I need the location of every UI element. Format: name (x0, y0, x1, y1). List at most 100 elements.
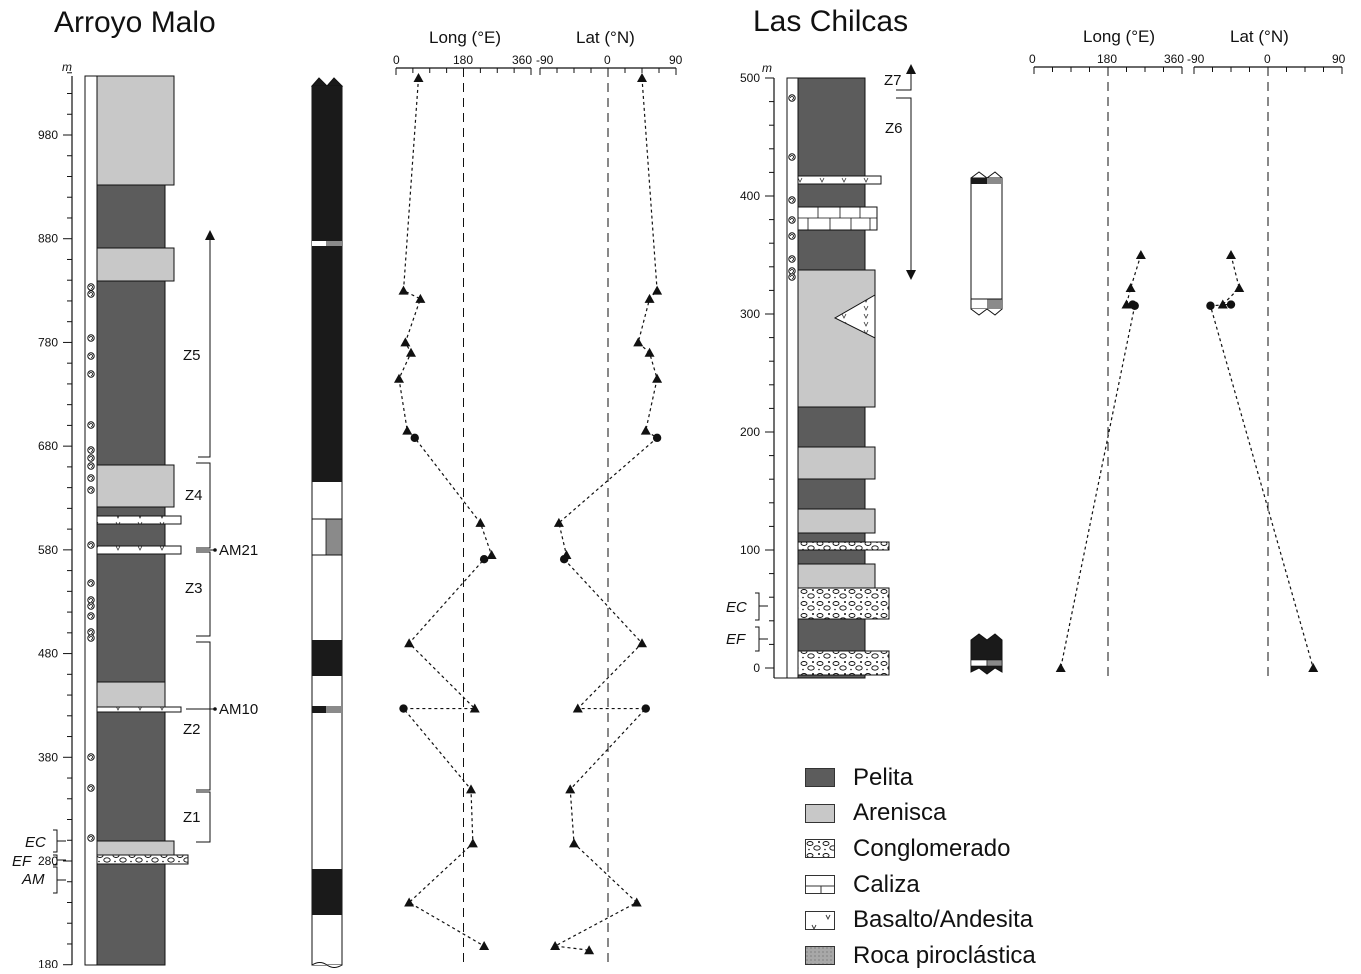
depth-tick-label: 400 (740, 189, 760, 203)
vgp-triangle-point (398, 285, 409, 295)
zone-z6-label: Z6 (885, 120, 903, 137)
fossil-icon (87, 352, 95, 360)
fossil-icon (788, 267, 796, 275)
basalto-bed (96, 515, 182, 525)
legend-label: Caliza (853, 870, 920, 898)
arenisca-bed (96, 75, 175, 186)
fossil-icon (788, 153, 796, 161)
pelita-bed (797, 532, 866, 543)
fossil-icon (788, 255, 796, 263)
vgp-circle-point (559, 554, 569, 564)
arenisca-swatch (805, 803, 835, 823)
depth-tick-label: 280 (38, 854, 58, 868)
legend-item-arenisca: Arenisca (805, 796, 1105, 832)
vgp-triangle-point (486, 550, 497, 560)
pelita-bed (96, 280, 166, 466)
lat-axis-title: Lat (°N) (1230, 27, 1289, 46)
fossil-icon (87, 628, 95, 636)
basalto-swatch (805, 910, 835, 930)
arroyo-malo-lat-plot: Lat (°N) -90 0 90 (536, 28, 683, 965)
vgp-triangle-point (402, 425, 413, 435)
formation-ec-label: EC (25, 834, 46, 851)
fossil-icon (788, 232, 796, 240)
fossil-icon (788, 216, 796, 224)
las-chilcas-lithology-column (774, 77, 890, 679)
arenisca-bed (96, 247, 175, 282)
caliza-swatch (805, 875, 835, 895)
fossil-icon (87, 602, 95, 610)
las-chilcas-polarity-column (970, 171, 1003, 675)
conglomerado-bed (797, 541, 890, 551)
fossil-icon (87, 784, 95, 792)
las-chilcas-long-plot: Long (°E) 0 180 360 (1029, 27, 1184, 680)
pelita-bed (797, 618, 866, 652)
legend-label: Arenisca (853, 799, 947, 827)
vgp-triangle-point (644, 293, 655, 303)
lithology-legend: Pelita Arenisca Conglomerado Caliza Basa… (805, 760, 1105, 974)
vgp-triangle-point (652, 373, 663, 383)
pelita-bed (96, 553, 166, 683)
depth-tick-label: 0 (753, 661, 760, 675)
fossil-icon (87, 283, 95, 291)
basalto-bed (96, 545, 182, 555)
lat-tick-90: 90 (1332, 52, 1346, 66)
conglomerado-bed (96, 854, 189, 865)
las-chilcas-lat-plot: Lat (°N) -90 0 90 (1187, 27, 1346, 680)
formation-am-label: AM (21, 871, 45, 888)
vgp-triangle-point (631, 897, 642, 907)
vgp-triangle-point (404, 897, 415, 907)
legend-label: Pelita (853, 763, 914, 791)
depth-unit-label: m (762, 61, 772, 75)
fossil-icon (788, 196, 796, 204)
arenisca-bed (96, 681, 166, 708)
vgp-triangle-point (652, 285, 663, 295)
vgp-triangle-point (637, 72, 647, 82)
zone-z1-label: Z1 (183, 809, 201, 826)
fossil-icon (87, 474, 95, 482)
pelita-bed (96, 184, 166, 249)
arenisca-bed (797, 269, 876, 408)
sample-am21-label: AM21 (219, 542, 258, 559)
arenisca-bed (96, 840, 175, 856)
pelita-bed (797, 77, 866, 177)
arroyo-malo-formations: EC EF AM (12, 829, 66, 894)
arroyo-malo-long-plot: Long (°E) 0 180 360 (393, 28, 532, 965)
vgp-triangle-point (633, 337, 644, 347)
depth-tick-label: 180 (38, 958, 58, 968)
fossil-icon (87, 579, 95, 587)
vgp-circle-point (1130, 301, 1139, 310)
fossil-icon (87, 634, 95, 642)
las-chilcas-title: Las Chilcas (753, 5, 909, 38)
formation-ef-label: EF (12, 853, 32, 870)
vgp-triangle-point (1308, 663, 1319, 672)
zone-z3-label: Z3 (185, 580, 203, 597)
legend-label: Roca piroclástica (853, 941, 1036, 969)
las-chilcas-formations: EC EF (726, 592, 768, 652)
arroyo-malo-polarity-column (310, 77, 344, 968)
fossil-icon (788, 94, 796, 102)
long-tick-0: 0 (393, 53, 400, 67)
vgp-triangle-point (1217, 299, 1228, 309)
legend-item-basalto: Basalto/Andesita (805, 902, 1105, 938)
vgp-circle-point (479, 554, 489, 564)
conglomerado-bed (797, 587, 890, 620)
depth-tick-label: 380 (38, 750, 58, 764)
fossil-icon (87, 462, 95, 470)
arroyo-malo-zones: Z5 Z4 Z3 Z2 Z1 AM21 AM10 (183, 230, 258, 843)
arenisca-bed (96, 464, 175, 508)
formation-ef-label: EF (726, 631, 746, 648)
vgp-triangle-point (572, 703, 583, 713)
conglomerado-swatch (805, 839, 835, 859)
long-tick-180: 180 (453, 53, 473, 67)
vgp-circle-point (410, 433, 419, 443)
fossil-icon (87, 834, 95, 842)
fossil-icon (87, 421, 95, 429)
vgp-triangle-point (469, 703, 480, 713)
fossil-icon (87, 596, 95, 604)
pelita-swatch (805, 768, 835, 788)
legend-label: Conglomerado (853, 834, 1011, 862)
long-axis-title: Long (°E) (429, 28, 501, 47)
basalto-bed (96, 706, 182, 713)
vgp-circle-point (399, 704, 408, 713)
